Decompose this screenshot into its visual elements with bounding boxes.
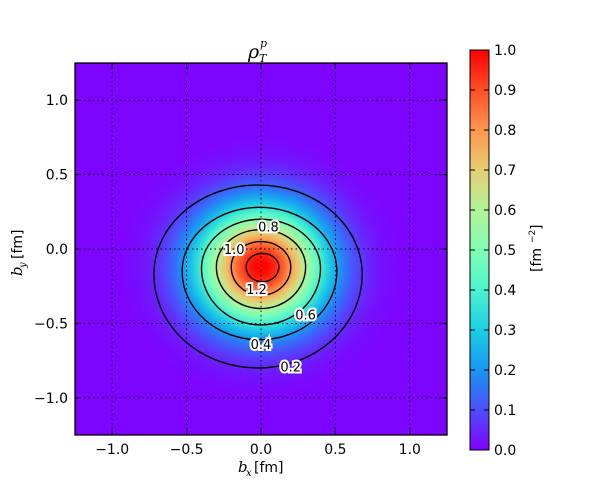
x-tick-label: −0.5 <box>170 442 204 458</box>
chart-title: ρ p T <box>247 37 268 65</box>
colorbar-tick-label: 0.6 <box>494 203 516 219</box>
colorbar-tick-label: 0.3 <box>494 323 516 339</box>
axis-ticks: −1.0 −0.5 0.0 0.5 1.0 1.0 0.5 0.0 −0.5 −1.0 <box>34 63 447 458</box>
contour-label: 0.2 <box>280 361 301 376</box>
colorbar-tick-label: 0.2 <box>494 363 516 379</box>
colorbar-tick-label: 0.4 <box>494 283 516 299</box>
colorbar-tick-label: 0.0 <box>494 443 516 459</box>
x-label-var: b <box>238 458 248 476</box>
contour-label: 0.4 <box>251 338 272 353</box>
contour-label: 0.6 <box>295 308 316 323</box>
y-label-unit: [fm] <box>10 230 26 260</box>
colorbar-tick-label: 0.9 <box>494 83 516 99</box>
colorbar-ticks: 1.0 0.9 0.8 0.7 0.6 0.5 0.4 0.3 0.2 0.1 0.0 <box>470 43 516 459</box>
contour-line-0.8 <box>215 228 307 310</box>
colorbar-tick-label: 1.0 <box>494 43 516 59</box>
y-label-var: b <box>8 266 26 276</box>
title-superscript: p <box>260 37 267 50</box>
title-subscript: T <box>259 52 268 65</box>
y-axis-label: b y [fm] <box>8 230 29 277</box>
y-tick-label: 0.5 <box>46 168 68 184</box>
colorbar-tick-label: 0.8 <box>494 123 516 139</box>
contour-label: 0.8 <box>258 221 279 236</box>
x-label-sub: x <box>246 468 252 479</box>
colorbar-label-main: [fm <box>529 248 545 272</box>
y-tick-label: 1.0 <box>46 93 68 109</box>
colorbar: 1.0 0.9 0.8 0.7 0.6 0.5 0.4 0.3 0.2 0.1 0.0 [fm −2… <box>469 43 545 459</box>
x-axis-label: b x [fm] <box>238 458 284 479</box>
x-tick-label: 0.5 <box>324 442 346 458</box>
x-label-unit: [fm] <box>254 460 284 476</box>
colorbar-label-end: ] <box>529 225 545 230</box>
contour-label: 1.2 <box>246 283 267 298</box>
y-tick-label: −1.0 <box>34 391 68 407</box>
x-tick-label: 0.0 <box>250 442 272 458</box>
x-tick-label: 1.0 <box>399 442 421 458</box>
contour-line-0.6 <box>200 218 322 326</box>
contour-lines: 0.2 0.4 0.6 0.8 1.0 1.2 <box>153 184 363 378</box>
contour-line-0.4 <box>181 206 338 341</box>
colorbar-tick-label: 0.7 <box>494 163 516 179</box>
colorbar-label-sup: −2 <box>528 230 538 243</box>
title-main: ρ <box>247 41 260 63</box>
x-tick-label: −1.0 <box>95 442 129 458</box>
colorbar-tick-label: 0.5 <box>494 243 516 259</box>
colorbar-label: [fm −2 ] <box>528 225 545 272</box>
y-tick-label: −0.5 <box>34 316 68 332</box>
colorbar-tick-label: 0.1 <box>494 403 516 419</box>
y-label-sub: y <box>18 262 29 269</box>
contour-line-0.2 <box>153 184 363 369</box>
contour-label: 1.0 <box>224 243 245 258</box>
contour-line-1.2 <box>245 252 280 283</box>
y-tick-label: 0.0 <box>46 242 68 258</box>
contour-line-1.0 <box>230 240 292 296</box>
